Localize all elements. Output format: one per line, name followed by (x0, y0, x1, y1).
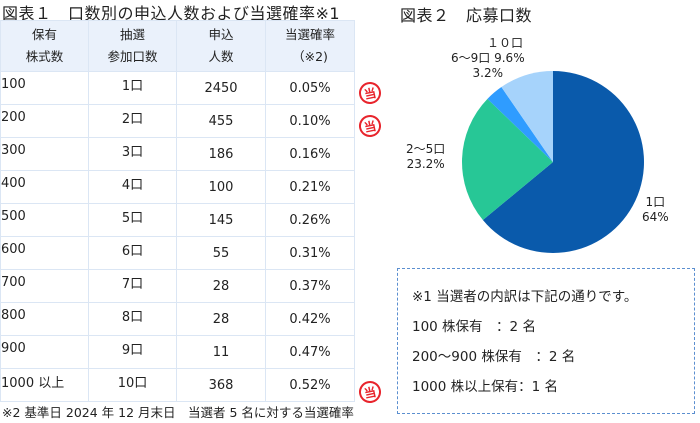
pie-chart (455, 65, 655, 265)
winner-stamp-icon: 当 (356, 378, 384, 405)
cell-rate: 0.42% (265, 302, 355, 336)
cell-shares: 900 (0, 335, 89, 369)
cell-units: 6口 (88, 236, 177, 270)
cell-units: 5口 (88, 203, 177, 237)
pie-slice (482, 71, 644, 253)
cell-applicants: 145 (176, 203, 266, 237)
cell-shares: 1000 以上 (0, 368, 89, 402)
cell-units: 1口 (88, 71, 177, 105)
cell-applicants: 11 (176, 335, 266, 369)
cell-applicants: 28 (176, 302, 266, 336)
cell-rate: 0.21% (265, 170, 355, 204)
pie-label-two-five: 2～5口 23.2% (406, 142, 446, 171)
cell-applicants: 186 (176, 137, 266, 171)
note-200-900-shares: 200～900 株保有 ：2 名 (412, 349, 576, 365)
table-row: 400 4口 100 0.21% (0, 170, 355, 204)
note-heading: ※1 当選者の内訳は下記の通りです。 (412, 289, 638, 305)
table-row: 600 6口 55 0.31% (0, 236, 355, 270)
cell-rate: 0.26% (265, 203, 355, 237)
header-units: 抽選 参加口数 (88, 20, 177, 72)
pie-label-one: 1口 64% (642, 195, 669, 224)
pie-label-ten: １０口 (487, 36, 524, 50)
cell-shares: 500 (0, 203, 89, 237)
cell-rate: 0.37% (265, 269, 355, 303)
note-1000-shares: 1000 株以上保有：1 名 (412, 379, 559, 395)
cell-shares: 800 (0, 302, 89, 336)
table-row: 800 8口 28 0.42% (0, 302, 355, 336)
applications-table: 保有 株式数 抽選 参加口数 申込 人数 当選確率 （※2) 100 1口 2450 0.05… (0, 20, 355, 402)
table-row: 700 7口 28 0.37% (0, 269, 355, 303)
table-header-row: 保有 株式数 抽選 参加口数 申込 人数 当選確率 （※2) (0, 20, 355, 72)
table-title: 図表１ 口数別の申込人数および当選確率※1 (2, 4, 341, 23)
header-shares: 保有 株式数 (0, 20, 89, 72)
table-row: 900 9口 11 0.47% (0, 335, 355, 369)
cell-rate: 0.52% (265, 368, 355, 402)
pie-label-six-nine: 6～9口 9.6% 3.2% (451, 51, 525, 80)
cell-applicants: 455 (176, 104, 266, 138)
cell-applicants: 2450 (176, 71, 266, 105)
cell-shares: 400 (0, 170, 89, 204)
table-row: 200 2口 455 0.10% (0, 104, 355, 138)
cell-shares: 700 (0, 269, 89, 303)
cell-units: 7口 (88, 269, 177, 303)
table-row: 100 1口 2450 0.05% (0, 71, 355, 105)
cell-rate: 0.47% (265, 335, 355, 369)
cell-units: 10口 (88, 368, 177, 402)
pie-slice (501, 71, 553, 162)
cell-units: 8口 (88, 302, 177, 336)
cell-shares: 100 (0, 71, 89, 105)
table-footnote: ※2 基準日 2024 年 12 月末日 当選者 5 名に対する当選確率 (2, 405, 354, 420)
header-rate: 当選確率 （※2) (265, 20, 355, 72)
winner-stamp-icon: 当 (356, 113, 384, 140)
header-applicants: 申込 人数 (176, 20, 266, 72)
cell-rate: 0.10% (265, 104, 355, 138)
cell-applicants: 28 (176, 269, 266, 303)
winner-stamp-icon: 当 (356, 79, 384, 107)
cell-shares: 200 (0, 104, 89, 138)
note-100-shares: 100 株保有 ：2 名 (412, 319, 536, 335)
cell-units: 2口 (88, 104, 177, 138)
cell-units: 9口 (88, 335, 177, 369)
cell-units: 3口 (88, 137, 177, 171)
cell-applicants: 368 (176, 368, 266, 402)
chart-title: 図表２ 応募口数 (400, 6, 533, 25)
winner-breakdown-note: ※1 当選者の内訳は下記の通りです。 100 株保有 ：2 名 200～900 … (397, 268, 695, 414)
table-row: 300 3口 186 0.16% (0, 137, 355, 171)
cell-rate: 0.05% (265, 71, 355, 105)
table-row: 1000 以上 10口 368 0.52% (0, 368, 355, 402)
pie-slice (462, 98, 553, 221)
pie-svg (462, 71, 644, 253)
cell-shares: 300 (0, 137, 89, 171)
cell-rate: 0.31% (265, 236, 355, 270)
cell-applicants: 100 (176, 170, 266, 204)
pie-slice (487, 87, 553, 162)
cell-applicants: 55 (176, 236, 266, 270)
cell-shares: 600 (0, 236, 89, 270)
cell-rate: 0.16% (265, 137, 355, 171)
table-row: 500 5口 145 0.26% (0, 203, 355, 237)
cell-units: 4口 (88, 170, 177, 204)
